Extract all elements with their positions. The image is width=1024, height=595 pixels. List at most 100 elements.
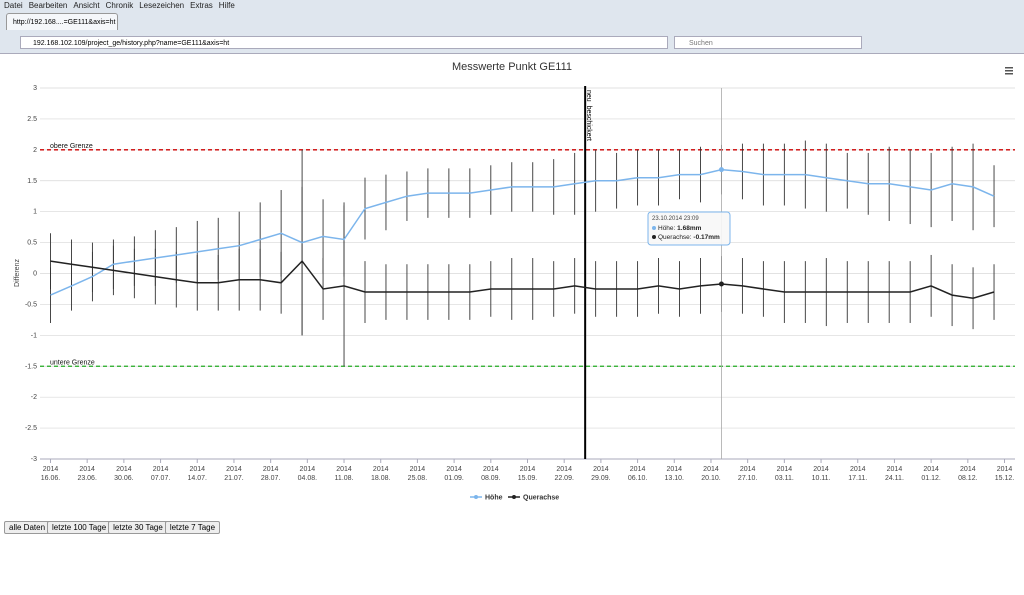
browser-chrome: Datei Bearbeiten Ansicht Chronik Lesezeichen… <box>0 0 1024 54</box>
series-line <box>50 259 995 299</box>
menu-bar: Datei Bearbeiten Ansicht Chronik Lesezeichen… <box>4 1 241 10</box>
menu-icon[interactable] <box>1005 67 1013 75</box>
y-tick-label: -2 <box>31 394 37 401</box>
x-tick-label: 23.06. <box>77 475 97 482</box>
range-button[interactable]: letzte 100 Tage <box>47 521 112 534</box>
tooltip-series-name: Höhe <box>658 225 674 232</box>
x-tick-label: 2014 <box>520 466 536 473</box>
range-button[interactable]: letzte 30 Tage <box>108 521 168 534</box>
x-tick-label: 2014 <box>923 466 939 473</box>
x-tick-label: 06.10. <box>628 475 648 482</box>
menu-item[interactable]: Chronik <box>105 1 134 10</box>
x-tick-label: 14.07. <box>188 475 208 482</box>
x-tick-label: 15.12. <box>995 475 1015 482</box>
x-tick-label: 2014 <box>740 466 756 473</box>
x-tick-label: 2014 <box>79 466 95 473</box>
x-tick-label: 2014 <box>593 466 609 473</box>
menu-item[interactable]: Hilfe <box>218 1 235 10</box>
hover-point <box>718 167 724 173</box>
x-tick-label: 2014 <box>373 466 389 473</box>
tooltip-value: 1.68mm <box>677 225 701 232</box>
y-tick-label: 3 <box>33 85 37 92</box>
y-tick-label: 1.5 <box>27 178 37 185</box>
y-tick-label: 0 <box>33 271 37 278</box>
limit-label: untere Grenze <box>50 359 95 366</box>
x-tick-label: 2014 <box>960 466 976 473</box>
tooltip-dot <box>652 226 656 230</box>
x-tick-label: 2014 <box>997 466 1013 473</box>
y-tick-label: 2.5 <box>27 116 37 123</box>
y-axis-label: Differenz <box>14 259 21 287</box>
x-tick-label: 04.08. <box>298 475 318 482</box>
x-tick-label: 25.08. <box>408 475 428 482</box>
hover-point <box>718 281 724 287</box>
y-tick-label: 2 <box>33 147 37 154</box>
x-tick-label: 2014 <box>226 466 242 473</box>
y-tick-label: -2.5 <box>25 425 37 432</box>
legend-label: Höhe <box>485 495 503 502</box>
x-tick-label: 10.11. <box>812 475 831 482</box>
y-tick-label: 0.5 <box>27 240 37 247</box>
x-tick-label: 24.11. <box>885 475 904 482</box>
x-tick-label: 2014 <box>703 466 719 473</box>
chart-title: Messwerte Punkt GE111 <box>452 61 572 73</box>
x-tick-label: 28.07. <box>261 475 281 482</box>
tooltip-item: Höhe: 1.68mm <box>658 225 702 232</box>
address-bar[interactable]: 192.168.102.109/project_ge/history.php?n… <box>20 36 668 49</box>
x-tick-label: 15.09. <box>518 475 538 482</box>
menu-item[interactable]: Ansicht <box>73 1 100 10</box>
x-tick-label: 17.11. <box>848 475 867 482</box>
tooltip-dot <box>652 235 656 239</box>
tooltip <box>647 211 731 246</box>
x-tick-label: 08.12. <box>958 475 978 482</box>
chart: Messwerte Punkt GE111 Differenz -3 -2.5 -2… <box>14 61 1015 502</box>
range-button[interactable]: alle Daten <box>4 521 51 534</box>
x-tick-label: 2014 <box>410 466 426 473</box>
x-tick-label: 2014 <box>43 466 59 473</box>
x-tick-label: 2014 <box>630 466 646 473</box>
x-tick-label: 03.11. <box>775 475 794 482</box>
range-button[interactable]: letzte 7 Tage <box>164 521 221 534</box>
tooltip-value: -0.17mm <box>693 234 720 241</box>
x-tick-label: 2014 <box>887 466 903 473</box>
tooltip-header: 23.10.2014 23:09 <box>652 216 699 222</box>
y-tick-label: 1 <box>33 209 37 216</box>
search-box[interactable]: Suchen <box>674 36 862 49</box>
menu-item[interactable]: Datei <box>4 1 23 10</box>
menu-item[interactable]: Lesezeichen <box>139 1 185 10</box>
tooltip-sep: : <box>690 234 694 241</box>
legend-label: Querachse <box>523 495 559 502</box>
x-tick-label: 01.09. <box>444 475 464 482</box>
x-tick-label: 29.09. <box>591 475 611 482</box>
series-line <box>50 168 995 296</box>
marker-label: neu_beschickert <box>585 90 592 141</box>
legend-dot <box>474 495 478 499</box>
x-tick-label: 2014 <box>813 466 829 473</box>
tooltip-series-name: Querachse <box>658 234 690 241</box>
x-tick-label: 07.07. <box>151 475 171 482</box>
tab[interactable]: http://192.168....=GE111&axis=ht <box>6 13 118 30</box>
x-tick-label: 27.10. <box>738 475 758 482</box>
x-tick-label: 08.09. <box>481 475 501 482</box>
y-tick-label: -1.5 <box>25 363 37 370</box>
x-tick-label: 2014 <box>116 466 132 473</box>
range-buttons: alle Daten letzte 100 Tage letzte 30 Tage l… <box>4 517 221 535</box>
x-tick-label: 01.12. <box>921 475 941 482</box>
x-tick-label: 2014 <box>263 466 279 473</box>
tooltip-sep: : <box>674 225 678 232</box>
x-tick-label: 2014 <box>153 466 169 473</box>
x-tick-label: 22.09. <box>554 475 574 482</box>
x-tick-label: 2014 <box>666 466 682 473</box>
menu-item[interactable]: Bearbeiten <box>28 1 68 10</box>
legend-dot <box>512 495 516 499</box>
y-tick-label: -3 <box>31 456 37 463</box>
menu-item[interactable]: Extras <box>190 1 213 10</box>
x-tick-label: 21.07. <box>224 475 244 482</box>
x-tick-label: 2014 <box>189 466 205 473</box>
y-tick-label: -1 <box>31 332 37 339</box>
x-tick-label: 2014 <box>850 466 866 473</box>
y-tick-label: -0.5 <box>25 301 37 308</box>
x-tick-label: 2014 <box>336 466 352 473</box>
x-tick-label: 2014 <box>556 466 572 473</box>
